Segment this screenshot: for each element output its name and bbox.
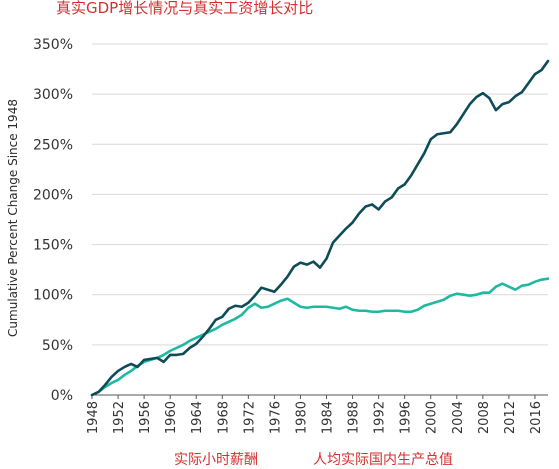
x-tick-label: 1968 bbox=[216, 401, 231, 434]
x-tick-label: 2004 bbox=[451, 401, 466, 434]
y-tick-label: 50% bbox=[42, 338, 73, 354]
x-tick-label: 2016 bbox=[529, 401, 544, 434]
x-tick-label: 1964 bbox=[190, 401, 205, 434]
x-tick-label: 1960 bbox=[164, 401, 179, 434]
x-tick-label: 1980 bbox=[294, 401, 309, 434]
x-tick-label: 1956 bbox=[138, 401, 153, 434]
legend-entry-compensation: 实际小时薪酬 bbox=[174, 452, 258, 468]
x-tick-label: 1972 bbox=[242, 401, 257, 434]
axes bbox=[91, 394, 548, 399]
y-tick-label: 0% bbox=[51, 388, 73, 404]
y-tick-labels: 0% 50% 100% 150% 200% 250% 300% 350% bbox=[33, 37, 73, 404]
series-line-compensation bbox=[90, 277, 550, 397]
y-tick-label: 250% bbox=[33, 137, 73, 153]
y-tick-label: 200% bbox=[33, 187, 73, 203]
series-line-gdp bbox=[90, 59, 550, 397]
x-tick-label: 2000 bbox=[425, 401, 440, 434]
x-tick-label: 1976 bbox=[268, 401, 283, 434]
y-axis-label: Cumulative Percent Change Since 1948 bbox=[6, 99, 20, 337]
y-tick-label: 300% bbox=[33, 87, 73, 103]
y-tick-label: 350% bbox=[33, 37, 73, 53]
y-tick-label: 100% bbox=[33, 288, 73, 304]
x-tick-label: 1988 bbox=[347, 401, 362, 434]
x-tick-label: 2012 bbox=[503, 401, 518, 434]
gridlines bbox=[92, 43, 548, 346]
x-tick-label: 1992 bbox=[373, 401, 388, 434]
legend-entry-gdp: 人均实际国内生产总值 bbox=[313, 452, 453, 468]
x-tick-label: 2008 bbox=[477, 401, 492, 434]
x-tick-label: 1984 bbox=[321, 401, 336, 434]
x-tick-labels: 1948 1952 1956 1960 1964 1968 1972 1976 1980 1984… bbox=[86, 401, 544, 434]
y-tick-label: 150% bbox=[33, 238, 73, 254]
x-tick-label: 1952 bbox=[112, 401, 127, 434]
x-tick-label: 1996 bbox=[399, 401, 414, 434]
x-tick-label: 1948 bbox=[86, 401, 101, 434]
series-lines bbox=[90, 59, 550, 397]
chart-title: 真实GDP增长情况与真实工资增长对比 bbox=[56, 0, 314, 17]
